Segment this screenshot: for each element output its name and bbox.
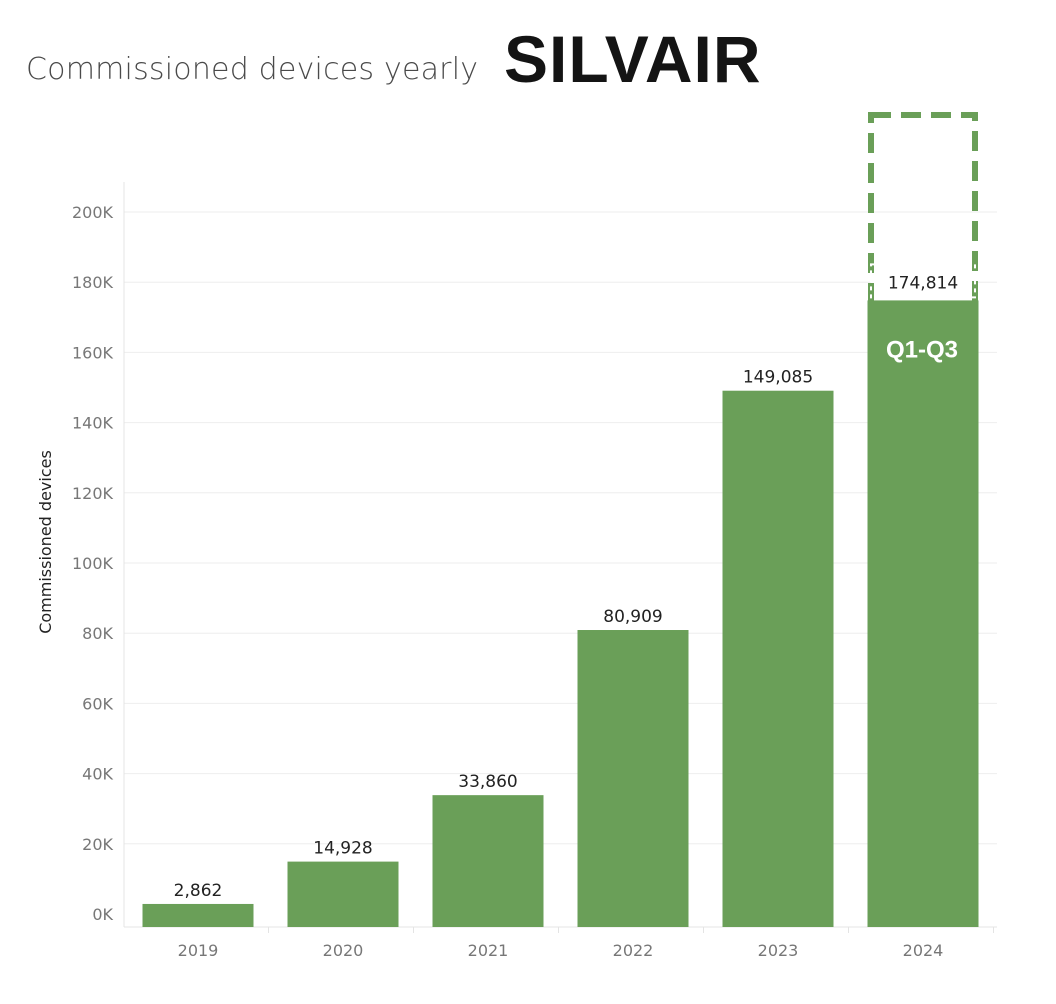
y-tick-label: 200K [72, 203, 114, 222]
x-tick-labels: 2019 2020 2021 2022 2023 2024 [178, 927, 994, 960]
data-label-2024: 174,814 [888, 273, 958, 293]
gridlines [124, 211, 997, 845]
x-tick-label: 2024 [903, 941, 944, 960]
x-tick-label: 2019 [178, 941, 219, 960]
bar-2020 [287, 861, 399, 927]
x-tick-label: 2020 [323, 941, 364, 960]
y-tick-label: 180K [72, 273, 114, 292]
silvair-logo: SILVAIR [504, 22, 762, 96]
y-tick-label: 60K [82, 694, 113, 713]
data-labels: 2,862 14,928 33,860 80,909 149,085 [174, 368, 813, 901]
y-tick-label: 120K [72, 484, 114, 503]
annotation-q1-q3: Q1-Q3 [886, 336, 958, 363]
y-tick-labels: 0K 20K 40K 60K 80K 100K 120K 140K 160K 180K 200K [72, 203, 114, 924]
y-tick-label: 80K [82, 624, 113, 643]
y-tick-label: 0K [92, 905, 113, 924]
data-label-2023: 149,085 [743, 368, 813, 388]
bar-2024 [867, 300, 979, 928]
data-label-2022: 80,909 [603, 607, 662, 627]
bar-2019 [142, 903, 254, 927]
label-frame [870, 263, 976, 299]
y-tick-label: 20K [82, 835, 113, 854]
y-tick-label: 100K [72, 554, 114, 573]
y-tick-label: 140K [72, 414, 114, 433]
annotations: 174,814 Q1-Q3 [868, 112, 978, 363]
x-tick-label: 2021 [468, 941, 509, 960]
axes: Commissioned devices [36, 182, 997, 928]
x-tick-label: 2022 [613, 941, 654, 960]
bar-2023 [722, 390, 834, 927]
y-tick-label: 40K [82, 765, 113, 784]
bar-2022 [577, 630, 689, 927]
y-tick-label: 160K [72, 343, 114, 362]
data-label-2021: 33,860 [458, 772, 517, 792]
data-label-2020: 14,928 [313, 839, 372, 859]
label-backing [871, 264, 975, 298]
x-tick-label: 2023 [758, 941, 799, 960]
y-axis-title: Commissioned devices [36, 450, 55, 634]
data-label-2019: 2,862 [174, 881, 223, 901]
page-title: Commissioned devices yearly [26, 52, 479, 87]
bars [142, 300, 979, 928]
bar-2021 [432, 795, 544, 927]
